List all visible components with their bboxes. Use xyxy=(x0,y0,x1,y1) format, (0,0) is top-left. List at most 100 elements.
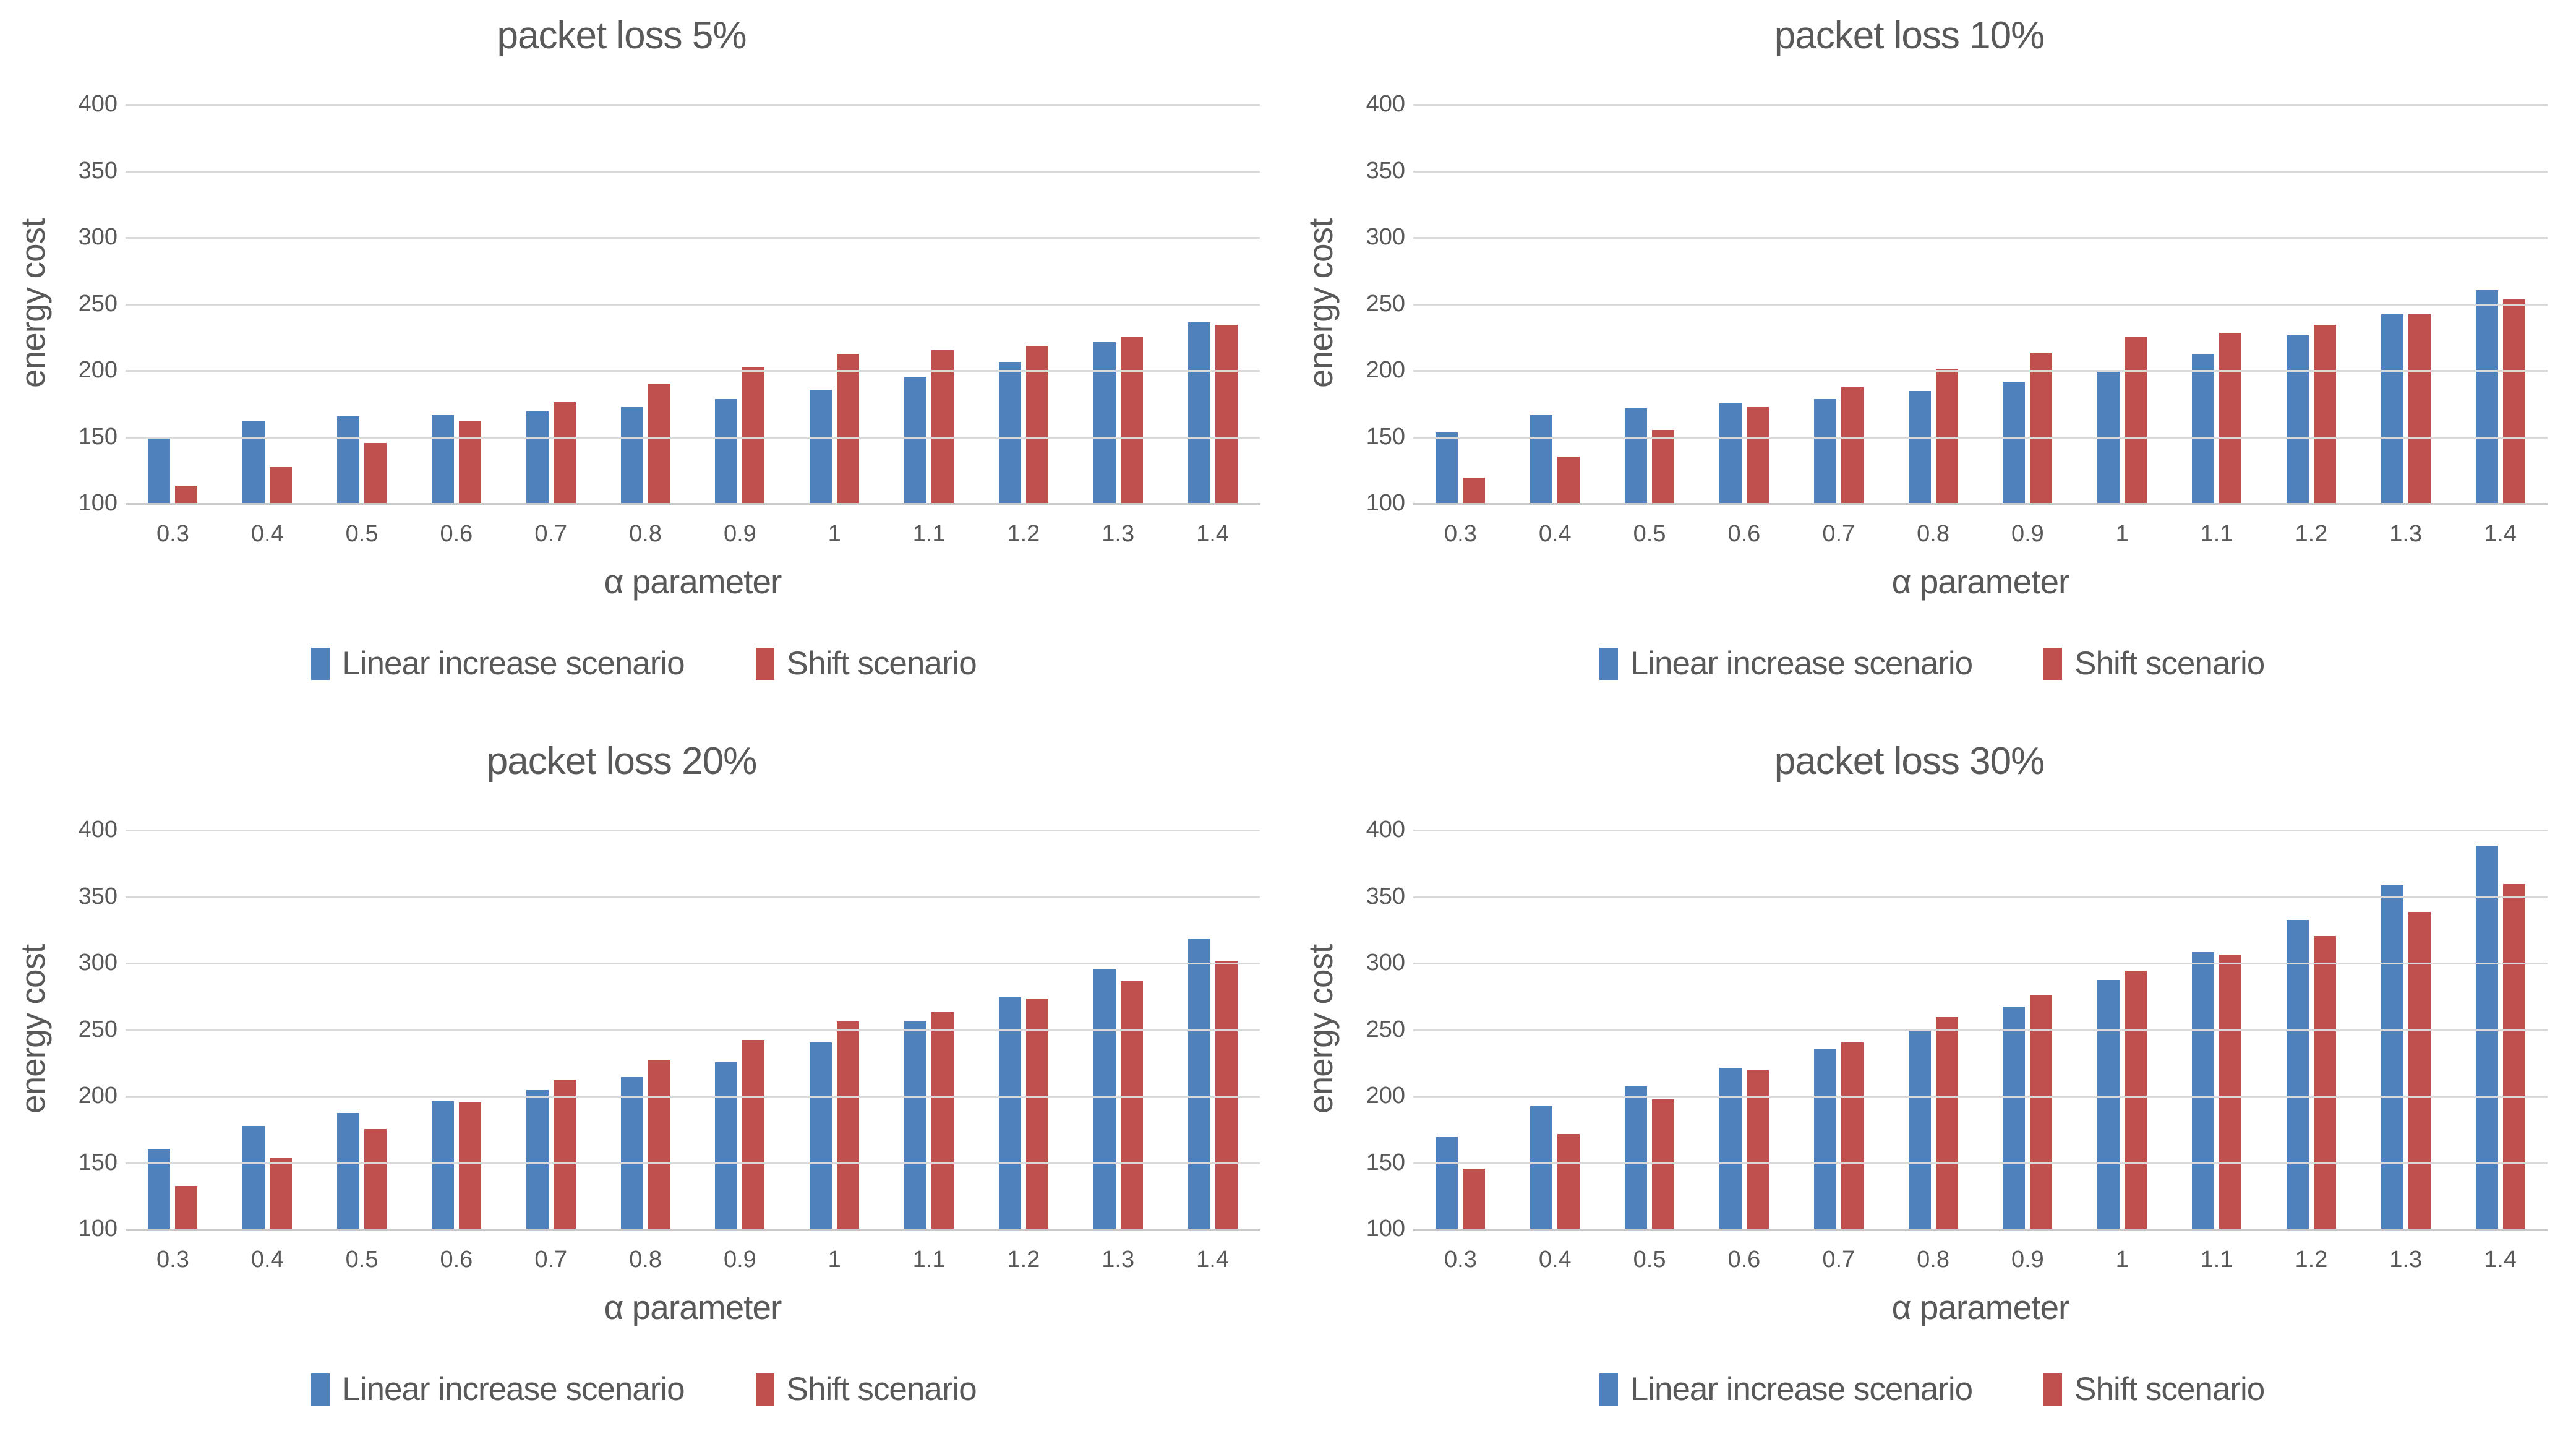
legend-swatch-shift xyxy=(755,1373,774,1406)
bars-layer xyxy=(1413,104,2548,503)
bar-group xyxy=(1165,104,1260,503)
legend-item: Shift scenario xyxy=(755,1370,977,1408)
y-tick-label: 200 xyxy=(1366,1083,1405,1109)
bar-linear-increase xyxy=(148,1149,171,1229)
gridline xyxy=(1413,303,2548,306)
y-tick-label: 150 xyxy=(78,1149,118,1175)
legend-label: Shift scenario xyxy=(786,645,977,682)
gridline xyxy=(126,1162,1260,1164)
bar-linear-increase xyxy=(1908,1029,1931,1229)
bar-shift xyxy=(1025,999,1048,1229)
bar-linear-increase xyxy=(715,399,738,503)
gridline xyxy=(1413,1162,2548,1164)
legend-swatch-linear-increase xyxy=(311,1373,330,1406)
legend-label: Linear increase scenario xyxy=(342,1371,685,1407)
bars-layer xyxy=(1413,830,2548,1229)
bar-linear-increase xyxy=(242,1126,265,1229)
bar-group xyxy=(1508,830,1603,1229)
x-tick-label: 1.3 xyxy=(1102,1247,1135,1273)
x-tick-label: 1.3 xyxy=(2389,521,2423,547)
bar-linear-increase xyxy=(2286,920,2309,1229)
x-tick-label: 0.6 xyxy=(440,1247,473,1273)
chart-panel: packet loss 10% energy cost 0.3 0.4 0.5 0.6… xyxy=(1288,0,2576,726)
bar-group xyxy=(598,830,693,1229)
bar-shift xyxy=(1746,407,1769,503)
bar-shift xyxy=(175,1186,198,1229)
gridline xyxy=(126,963,1260,964)
bar-group xyxy=(693,830,787,1229)
bar-group xyxy=(1980,104,2075,503)
bar-shift xyxy=(458,1102,481,1229)
bar-group xyxy=(1791,104,1886,503)
x-tick-label: 1.2 xyxy=(1007,1247,1040,1273)
bar-linear-increase xyxy=(1436,1136,1458,1229)
bar-linear-increase xyxy=(1908,391,1931,503)
bar-group xyxy=(1413,104,1508,503)
bar-shift xyxy=(931,1012,954,1229)
bar-shift xyxy=(364,1128,387,1229)
bar-group xyxy=(787,104,882,503)
gridline xyxy=(126,1096,1260,1098)
bar-shift xyxy=(1120,981,1143,1229)
y-tick-label: 200 xyxy=(78,357,118,383)
bar-shift xyxy=(1215,961,1238,1229)
x-axis-title: α parameter xyxy=(604,562,782,601)
y-tick-label: 200 xyxy=(78,1083,118,1109)
bar-linear-increase xyxy=(620,407,643,503)
bar-shift xyxy=(742,1039,765,1229)
x-tick-label: 1.3 xyxy=(2389,1247,2423,1273)
chart-title: packet loss 10% xyxy=(1774,14,2045,57)
bar-shift xyxy=(1841,387,1864,503)
bar-shift xyxy=(270,1158,293,1229)
bar-linear-increase xyxy=(1719,1067,1742,1229)
bar-shift xyxy=(175,486,198,503)
bar-shift xyxy=(1935,1017,1958,1229)
gridline xyxy=(126,170,1260,173)
gridline xyxy=(1413,1029,2548,1031)
bar-linear-increase xyxy=(526,1090,549,1229)
bar-linear-increase xyxy=(337,416,360,503)
bar-linear-increase xyxy=(1719,403,1742,503)
plot-area xyxy=(126,830,1260,1231)
bar-shift xyxy=(1215,324,1238,503)
x-tick-label: 1.3 xyxy=(1102,521,1135,547)
y-tick-label: 400 xyxy=(1366,91,1405,117)
x-tick-label: 1.1 xyxy=(2200,521,2233,547)
bar-shift xyxy=(648,383,670,503)
bar-shift xyxy=(2219,332,2242,503)
bar-linear-increase xyxy=(998,997,1021,1229)
bar-linear-increase xyxy=(2286,335,2309,503)
bar-linear-increase xyxy=(431,415,454,503)
legend-item: Linear increase scenario xyxy=(311,645,685,682)
bar-group xyxy=(598,104,693,503)
x-axis-line xyxy=(126,1229,1260,1231)
bar-linear-increase xyxy=(242,420,265,503)
bar-group xyxy=(220,104,315,503)
y-tick-label: 350 xyxy=(1366,157,1405,184)
bar-group xyxy=(315,104,409,503)
x-tick-label: 0.4 xyxy=(250,521,284,547)
x-tick-label: 0.3 xyxy=(156,1247,189,1273)
bar-linear-increase xyxy=(1187,322,1210,503)
gridline xyxy=(126,104,1260,106)
bar-group xyxy=(1886,830,1980,1229)
legend-swatch-shift xyxy=(755,647,774,680)
bar-group xyxy=(1980,830,2075,1229)
x-tick-label: 1.2 xyxy=(2295,521,2328,547)
bar-group xyxy=(220,830,315,1229)
legend-label: Linear increase scenario xyxy=(1630,645,1973,682)
x-tick-label: 0.4 xyxy=(250,1247,284,1273)
bar-group xyxy=(1603,830,1697,1229)
bar-group xyxy=(2264,830,2358,1229)
gridline xyxy=(1413,170,2548,173)
bar-linear-increase xyxy=(2381,885,2403,1229)
gridline xyxy=(126,237,1260,239)
y-tick-label: 100 xyxy=(78,490,118,516)
bar-shift xyxy=(2030,353,2053,503)
bar-shift xyxy=(2408,912,2431,1229)
bar-linear-increase xyxy=(1813,399,1836,503)
bar-linear-increase xyxy=(1625,408,1648,503)
bar-shift xyxy=(1557,456,1580,503)
x-tick-label: 0.9 xyxy=(2011,1247,2044,1273)
x-tick-label: 1 xyxy=(2115,1247,2129,1273)
